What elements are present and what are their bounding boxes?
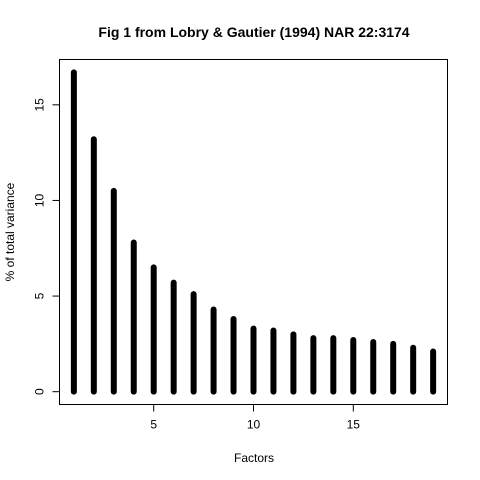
y-tick-label-5: 5 [33,292,47,299]
chart-title: Fig 1 from Lobry & Gautier (1994) NAR 22… [98,24,409,40]
x-tick-label-5: 5 [150,418,157,432]
x-axis: 5 10 15 [150,404,361,432]
x-axis-label: Factors [234,451,274,465]
bars-group [70,69,437,395]
y-tick-label-10: 10 [33,193,47,207]
y-axis-label: % of total variance [3,182,17,281]
y-tick-label-15: 15 [33,98,47,112]
x-tick-label-15: 15 [347,418,361,432]
y-tick-label-0: 0 [33,388,47,395]
y-axis: 0 5 10 15 [33,98,60,395]
x-tick-label-10: 10 [247,418,261,432]
